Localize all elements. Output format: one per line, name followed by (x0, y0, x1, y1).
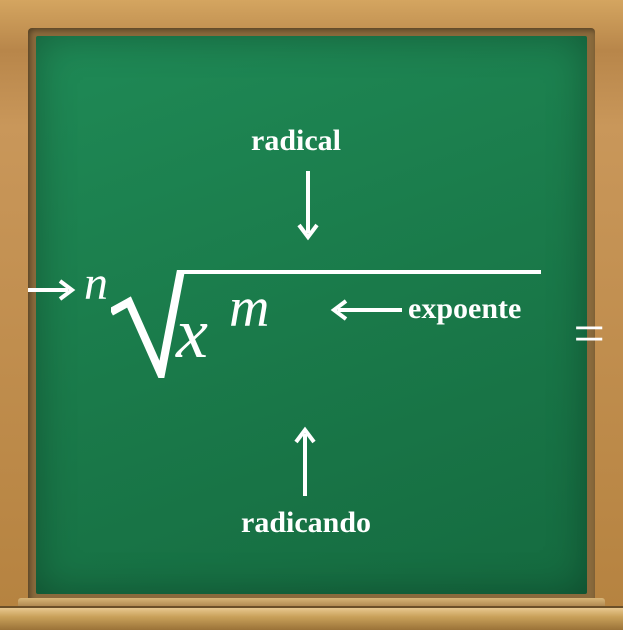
arrow-down-icon (296, 171, 320, 245)
arrow-up-icon (293, 424, 317, 498)
radical-index: n (84, 256, 108, 311)
equals-sign: = (573, 302, 605, 366)
diagram-content: radical n x m = expoente radican (36, 36, 587, 594)
label-expoente: expoente (408, 292, 521, 326)
arrow-left-icon (326, 298, 404, 322)
label-radicando: radicando (241, 506, 371, 540)
radicand: x (176, 292, 208, 375)
exponent: m (229, 276, 269, 340)
chalkboard-frame: radical n x m = expoente radican (0, 0, 623, 630)
chalk-tray (0, 606, 623, 630)
label-radical: radical (251, 124, 341, 158)
radical-expression: n x m = (36, 256, 587, 396)
